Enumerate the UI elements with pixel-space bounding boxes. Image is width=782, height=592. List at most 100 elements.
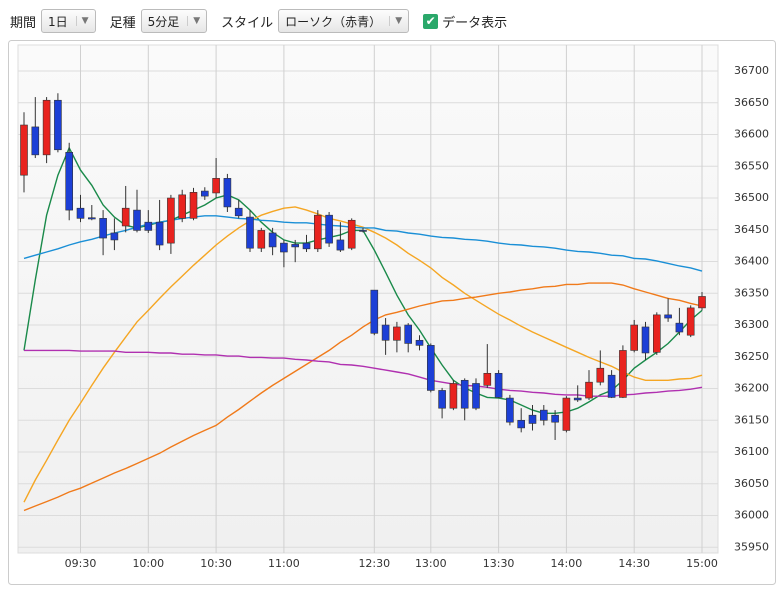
arrow: ▼ bbox=[389, 16, 402, 26]
dropdown[interactable]: ローソク（赤青） ▼ bbox=[278, 9, 410, 33]
candle-body bbox=[472, 383, 480, 409]
candle-body bbox=[370, 289, 379, 334]
y-tick-label: 36000 bbox=[734, 509, 769, 522]
candle-body bbox=[539, 409, 548, 421]
candle-body bbox=[268, 232, 277, 248]
candle-body bbox=[607, 374, 616, 398]
arrow: ▼ bbox=[75, 16, 89, 26]
candle-body bbox=[551, 414, 559, 423]
candle-body bbox=[325, 214, 333, 244]
candle-body bbox=[460, 379, 469, 409]
candle-body bbox=[280, 242, 288, 253]
y-tick-label: 36300 bbox=[734, 318, 769, 331]
candle-body bbox=[619, 350, 627, 398]
candle-body bbox=[99, 218, 107, 239]
candle-body bbox=[76, 207, 85, 219]
candle-body bbox=[630, 324, 639, 351]
dropdown-value: 1日 bbox=[48, 14, 68, 29]
x-tick-label: 15:00 bbox=[686, 557, 718, 570]
candle-body bbox=[506, 397, 514, 423]
candle-body bbox=[110, 232, 119, 241]
candle-body bbox=[336, 239, 345, 251]
candle-body bbox=[686, 307, 695, 336]
y-tick-label: 36050 bbox=[734, 477, 769, 490]
y-tick-label: 35950 bbox=[734, 540, 769, 553]
plot-area bbox=[17, 44, 719, 554]
dropdown-value: 5分足 bbox=[147, 14, 180, 29]
candle-body bbox=[404, 324, 413, 344]
candle-body bbox=[438, 390, 446, 409]
y-tick-label: 36200 bbox=[734, 382, 769, 395]
candle-body bbox=[641, 326, 650, 354]
candle-body bbox=[449, 383, 458, 409]
candle-body bbox=[121, 207, 130, 227]
candle-body bbox=[675, 322, 684, 333]
x-tick-label: 13:00 bbox=[415, 557, 447, 570]
checkbox[interactable]: ✔ bbox=[423, 13, 439, 29]
candle-body bbox=[167, 197, 175, 244]
y-tick-label: 36100 bbox=[734, 445, 769, 458]
candle-body bbox=[201, 190, 209, 197]
candle-body bbox=[573, 397, 582, 401]
candle-body bbox=[42, 99, 51, 156]
candle-body bbox=[291, 244, 300, 248]
candle-body bbox=[246, 216, 254, 249]
dropdown[interactable]: 1日 ▼ bbox=[41, 9, 96, 33]
candle-body bbox=[31, 126, 40, 156]
dropdown[interactable]: 5分足 ▼ bbox=[140, 9, 208, 33]
x-tick-label: 14:30 bbox=[618, 557, 650, 570]
y-tick-label: 36650 bbox=[734, 96, 769, 109]
candle-body bbox=[257, 230, 266, 249]
candle-body bbox=[517, 419, 526, 429]
candle-body bbox=[347, 219, 356, 249]
candle-body bbox=[483, 372, 492, 386]
candle-body bbox=[88, 217, 96, 220]
label: 足種 bbox=[109, 15, 136, 31]
candle-body bbox=[178, 194, 186, 219]
x-tick-label: 09:30 bbox=[65, 557, 97, 570]
y-tick-label: 36350 bbox=[734, 286, 769, 299]
candle-body bbox=[65, 152, 73, 211]
candle-body bbox=[133, 209, 141, 231]
candle-body bbox=[585, 381, 593, 399]
candle-body bbox=[155, 221, 164, 246]
x-tick-label: 12:30 bbox=[358, 557, 390, 570]
candle-body bbox=[212, 178, 220, 194]
candle-body bbox=[562, 397, 571, 431]
y-tick-label: 36150 bbox=[734, 413, 769, 426]
y-tick-label: 36250 bbox=[734, 350, 769, 363]
y-tick-label: 36600 bbox=[734, 128, 769, 141]
checkbox-label: データ表示 bbox=[442, 15, 508, 31]
candle-body bbox=[381, 324, 390, 341]
candle-body bbox=[359, 230, 367, 232]
x-tick-label: 11:00 bbox=[268, 557, 300, 570]
candle-body bbox=[302, 242, 311, 250]
candle-body bbox=[144, 221, 153, 231]
candle-body bbox=[189, 192, 198, 219]
candle-body bbox=[54, 99, 62, 151]
candle-body bbox=[20, 124, 28, 176]
ma-line bbox=[23, 282, 703, 512]
y-tick-label: 36400 bbox=[734, 255, 769, 268]
candle-body bbox=[415, 339, 424, 346]
candle-body bbox=[652, 314, 661, 353]
x-tick-label: 14:00 bbox=[551, 557, 583, 570]
label: 期間 bbox=[10, 15, 37, 31]
x-tick-label: 13:30 bbox=[483, 557, 515, 570]
candle-body bbox=[494, 372, 503, 398]
y-tick-label: 36550 bbox=[734, 159, 769, 172]
y-tick-label: 36450 bbox=[734, 223, 769, 236]
candle-body bbox=[223, 178, 232, 208]
candle-body bbox=[426, 345, 435, 391]
x-tick-label: 10:00 bbox=[132, 557, 164, 570]
x-tick-label: 10:30 bbox=[200, 557, 232, 570]
candle-body bbox=[596, 367, 605, 383]
label: スタイル bbox=[221, 15, 274, 31]
candle-body bbox=[528, 414, 537, 424]
toolbar: 期間 1日 ▼ 足種 5分足 ▼ スタイル ローソク（赤青） ▼ ✔ データ表示 bbox=[10, 8, 507, 34]
arrow: ▼ bbox=[187, 16, 200, 26]
candle-body bbox=[313, 214, 322, 250]
y-tick-label: 36700 bbox=[734, 64, 769, 77]
